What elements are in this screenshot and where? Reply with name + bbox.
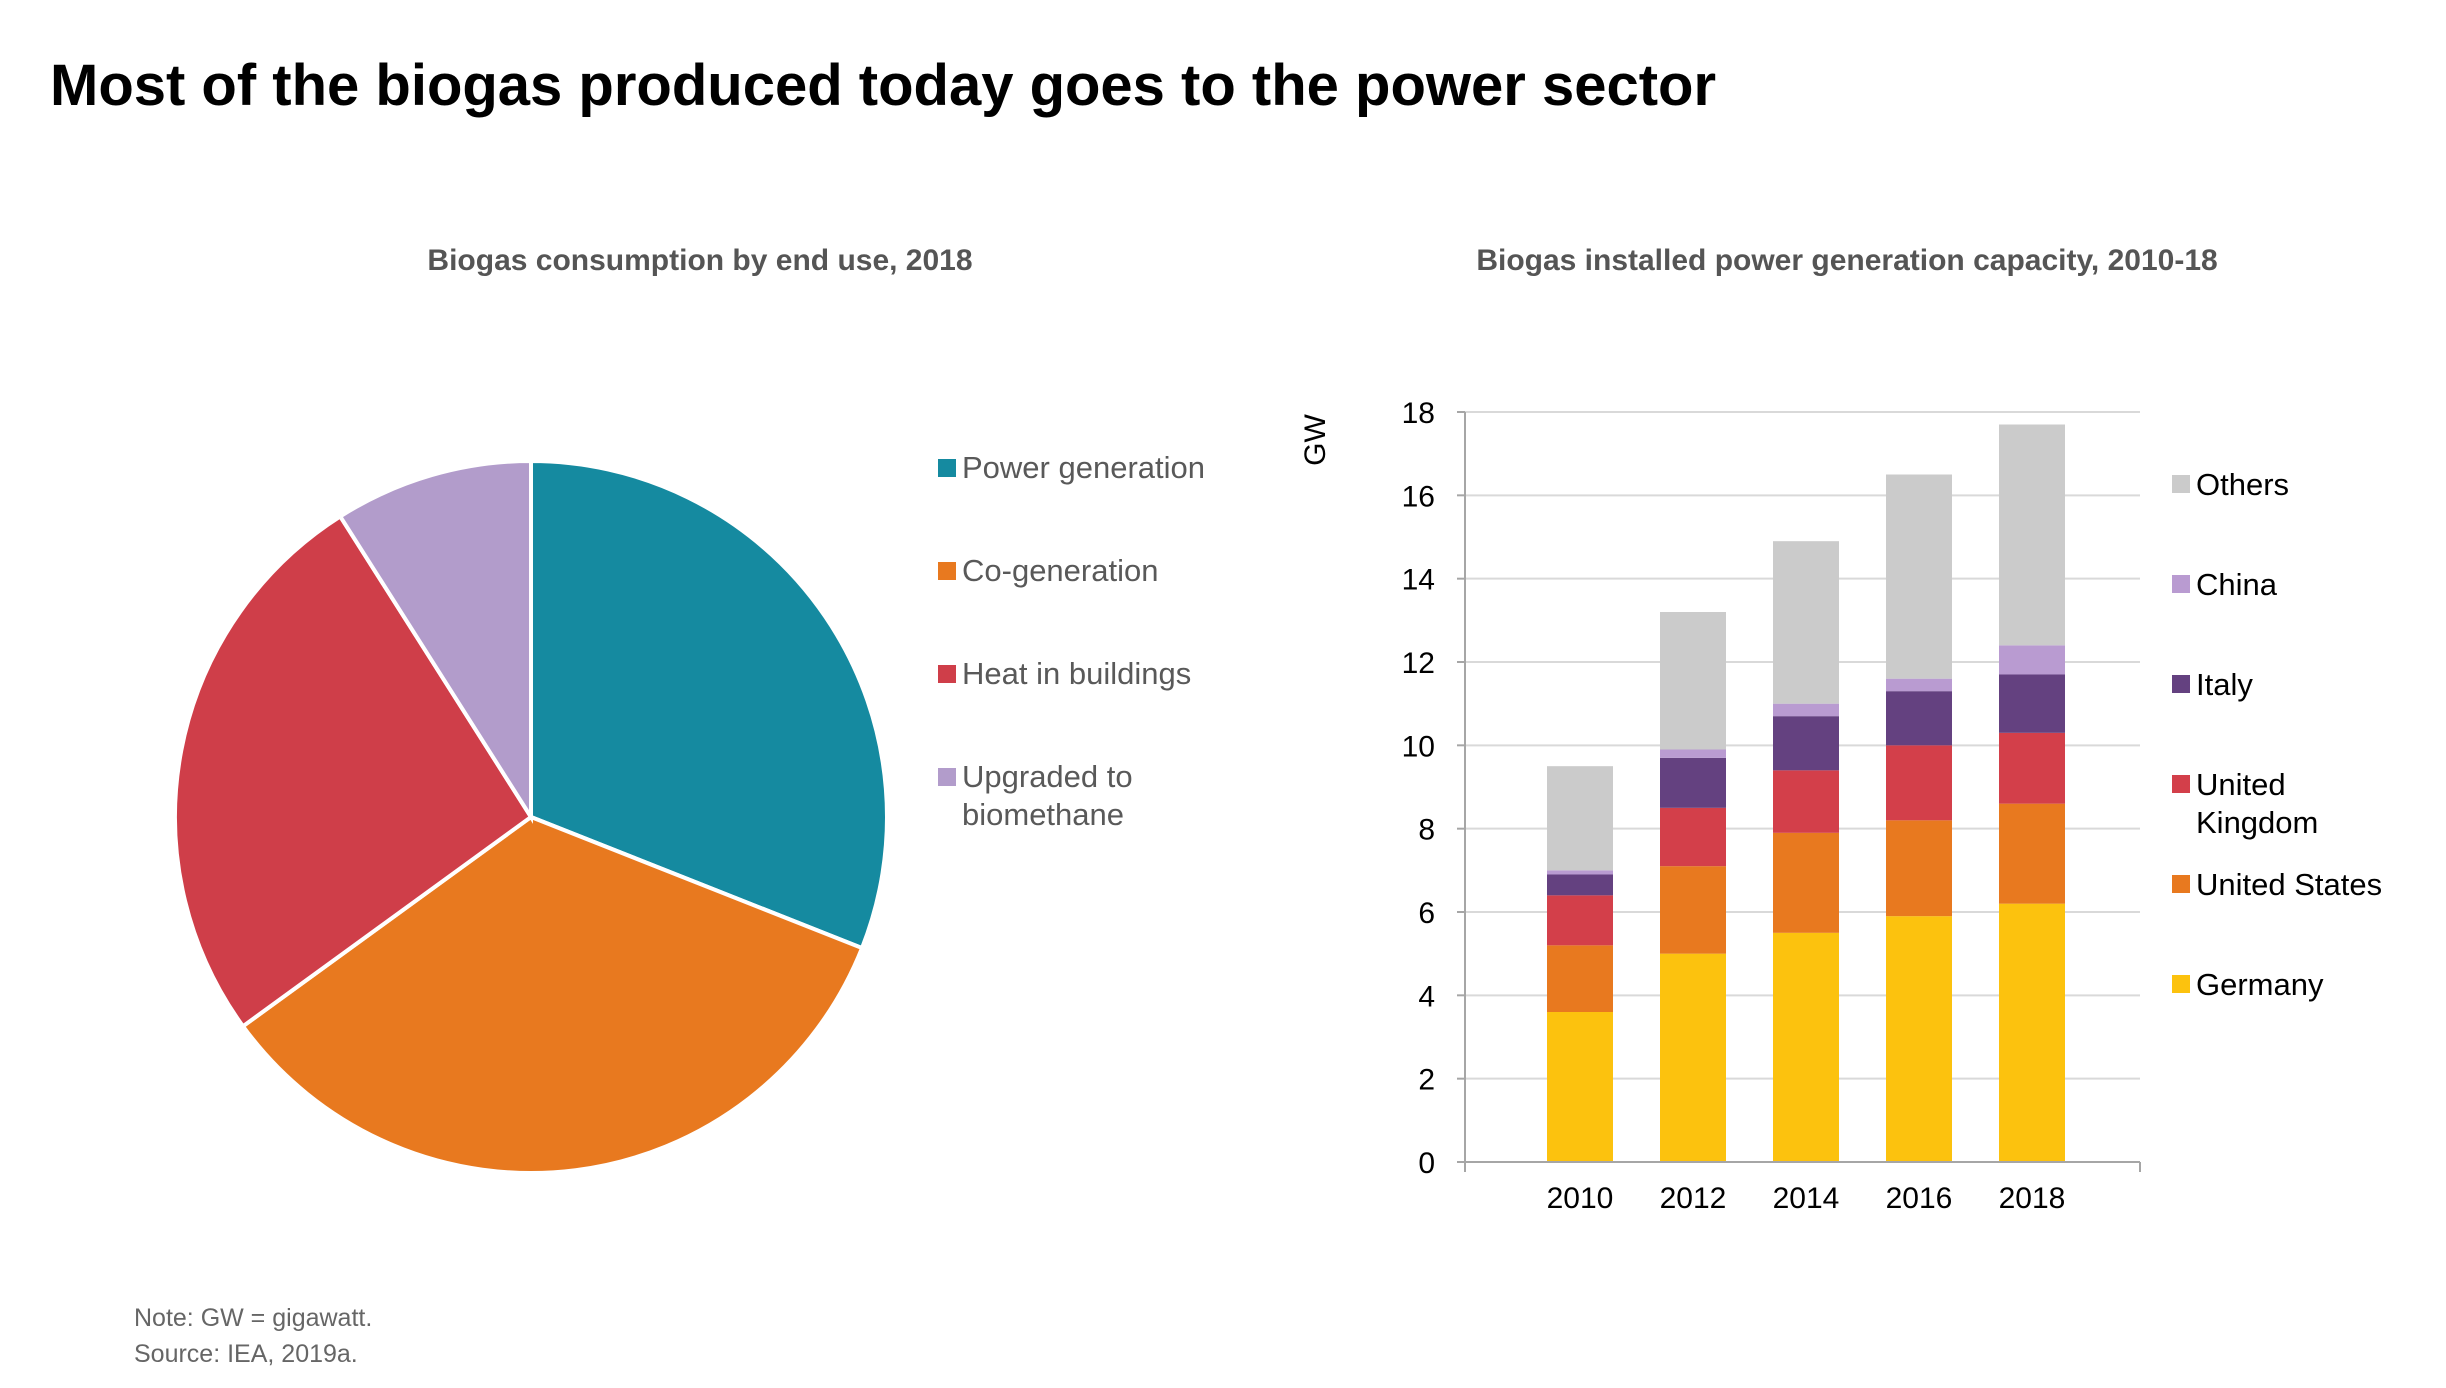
legend-swatch-others [2172, 475, 2190, 493]
bar-italy-2018 [1999, 674, 2065, 733]
bar-italy-2016 [1886, 691, 1952, 746]
bar-stacks [1547, 424, 2065, 1162]
legend-label-united-kingdom: United Kingdom [2196, 767, 2318, 840]
y-tick-label: 10 [1402, 730, 1435, 763]
bar-united-kingdom-2014 [1773, 770, 1839, 833]
legend-label-italy: Italy [2196, 667, 2253, 702]
bar-italy-2014 [1773, 716, 1839, 771]
bar-others-2014 [1773, 541, 1839, 704]
pie-slices [173, 458, 889, 1175]
legend-swatch-germany [2172, 975, 2190, 993]
legend-label-china: China [2196, 567, 2278, 602]
x-tick-label: 2016 [1886, 1182, 1953, 1215]
pie-slice-heat-in-buildings [173, 513, 534, 1030]
y-tick-label: 8 [1418, 814, 1435, 847]
legend-label-heat-in-buildings: Heat in buildings [962, 656, 1191, 691]
footnotes: Note: GW = gigawatt. Source: IEA, 2019a. [134, 1300, 372, 1372]
pie-chart: Biogas consumption by end use, 2018 Powe… [173, 244, 1205, 1175]
bar-legend: Others China Italy United Kingdom United Stat… [2172, 467, 2382, 1002]
y-tick-label: 16 [1402, 480, 1435, 513]
legend-swatch-italy [2172, 675, 2190, 693]
pie-chart-title: Biogas consumption by end use, 2018 [427, 244, 972, 277]
legend-swatch-china [2172, 575, 2190, 593]
bar-china-2014 [1773, 703, 1839, 717]
x-tick-label: 2012 [1660, 1182, 1727, 1215]
bar-italy-2012 [1660, 757, 1726, 808]
bar-others-2012 [1660, 612, 1726, 750]
bar-united-states-2016 [1886, 820, 1952, 917]
pie-slice-power-generation [529, 458, 889, 951]
bar-united-kingdom-2018 [1999, 732, 2065, 804]
legend-label-power-generation: Power generation [962, 450, 1205, 485]
bar-china-2010 [1547, 870, 1613, 875]
x-tick-label: 2014 [1773, 1182, 1840, 1215]
y-tick-label: 14 [1402, 564, 1435, 597]
y-tick-label: 6 [1418, 897, 1435, 930]
legend-swatch-power-generation [938, 459, 956, 477]
bar-china-2018 [1999, 645, 2065, 675]
bar-united-kingdom-2016 [1886, 745, 1952, 821]
legend-label-germany: Germany [2196, 967, 2324, 1002]
legend-swatch-co-generation [938, 562, 956, 580]
source-text: Source: IEA, 2019a. [134, 1340, 358, 1368]
bar-china-2012 [1660, 749, 1726, 758]
bar-germany-2012 [1660, 953, 1726, 1162]
bar-germany-2014 [1773, 932, 1839, 1162]
bar-germany-2010 [1547, 1012, 1613, 1162]
y-tick-label: 2 [1418, 1064, 1435, 1097]
bar-united-kingdom-2010 [1547, 895, 1613, 946]
bar-china-2016 [1886, 678, 1952, 692]
legend-swatch-upgraded-to-biomethane [938, 768, 956, 786]
bar-others-2016 [1886, 474, 1952, 679]
legend-swatch-united-states [2172, 875, 2190, 893]
bar-united-states-2012 [1660, 866, 1726, 954]
y-tick-label: 12 [1402, 647, 1435, 680]
axes: 0 2 4 6 8 10 12 14 16 18 2010 2012 2014 2016 2018 [1402, 397, 2141, 1215]
bar-united-states-2010 [1547, 945, 1613, 1012]
bar-united-kingdom-2012 [1660, 807, 1726, 867]
bar-chart-title: Biogas installed power generation capaci… [1476, 244, 2217, 277]
bar-chart: Biogas installed power generation capaci… [1299, 244, 2382, 1215]
pie-legend: Power generation Co-generation Heat in bui… [938, 450, 1205, 832]
bar-united-states-2018 [1999, 803, 2065, 904]
y-tick-label: 18 [1402, 397, 1435, 430]
legend-label-co-generation: Co-generation [962, 553, 1158, 588]
bar-united-states-2014 [1773, 832, 1839, 933]
x-tick-label: 2018 [1999, 1182, 2066, 1215]
legend-label-upgraded-to-biomethane: Upgraded to biomethane [962, 759, 1133, 832]
bar-others-2010 [1547, 766, 1613, 871]
note-text: Note: GW = gigawatt. [134, 1304, 373, 1332]
legend-label-others: Others [2196, 467, 2289, 502]
bar-germany-2016 [1886, 916, 1952, 1162]
bar-germany-2018 [1999, 903, 2065, 1162]
y-tick-label: 0 [1418, 1147, 1435, 1180]
bar-others-2018 [1999, 424, 2065, 646]
x-tick-label: 2010 [1547, 1182, 1614, 1215]
bar-italy-2010 [1547, 874, 1613, 896]
page-title: Most of the biogas produced today goes t… [50, 53, 1717, 118]
legend-swatch-heat-in-buildings [938, 665, 956, 683]
y-tick-label: 4 [1418, 980, 1435, 1013]
y-axis-label: GW [1299, 413, 1332, 465]
pie-slice-upgraded-to-biomethane [337, 458, 533, 824]
legend-label-united-states: United States [2196, 867, 2382, 902]
legend-swatch-united-kingdom [2172, 775, 2190, 793]
pie-slice-co-generation [240, 814, 865, 1175]
